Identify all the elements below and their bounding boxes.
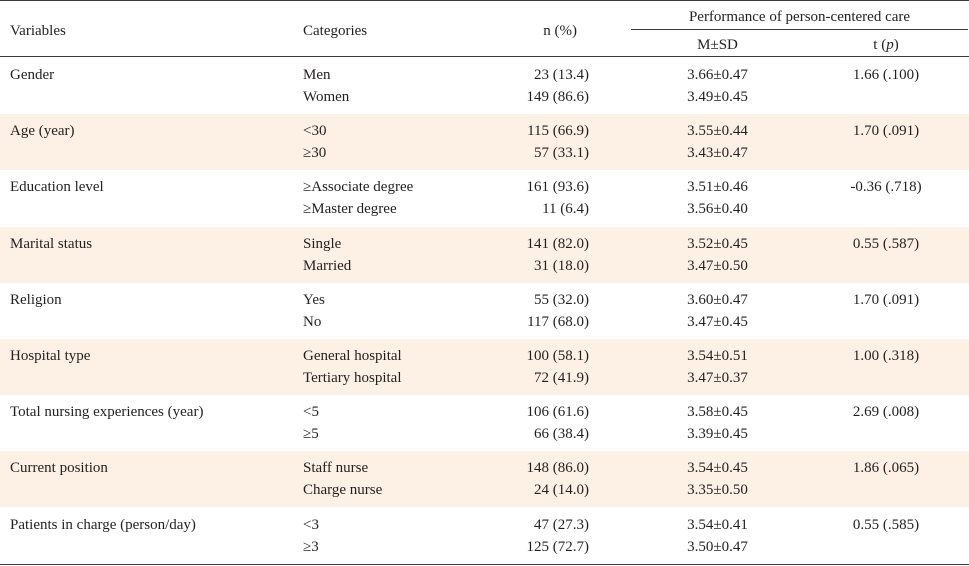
t-p-cell: 0.55 (.587) — [852, 236, 920, 252]
t-p-cell: -0.36 (.718) — [850, 179, 922, 195]
t-p-cell: 2.69 (.008) — [852, 404, 920, 420]
variable-cell: Total nursing experiences (year) — [10, 404, 204, 420]
n-percent-cell: 72 (41.9) — [534, 370, 589, 386]
category-cell: ≥30 — [303, 145, 327, 161]
category-cell: General hospital — [303, 348, 402, 364]
table-row-group: Patients in charge (person/day) <3 47 (27.… — [0, 508, 969, 564]
category-cell: Women — [303, 89, 350, 105]
category-cell: ≥5 — [303, 426, 319, 442]
mean-sd-cell: 3.52±0.45 — [687, 236, 748, 252]
table-row-group: Age (year) <30 115 (66.9) 3.55±0.44 1.70 (.0… — [0, 114, 969, 170]
n-percent-cell: 100 (58.1) — [526, 348, 590, 364]
variable-cell: Age (year) — [10, 123, 75, 139]
mean-sd-cell: 3.55±0.44 — [687, 123, 748, 139]
table-row-group: Gender Men 23 (13.4) 3.66±0.47 1.66 (.100) Wo… — [0, 58, 969, 114]
mean-sd-cell: 3.50±0.47 — [687, 539, 748, 555]
category-cell: No — [303, 314, 322, 330]
mean-sd-cell: 3.54±0.45 — [687, 460, 748, 476]
table-bottom-rule — [0, 564, 969, 565]
variable-cell: Current position — [10, 460, 108, 476]
category-cell: ≥Associate degree — [303, 179, 414, 195]
n-percent-cell: 117 (68.0) — [527, 314, 589, 330]
header-variables: Variables — [10, 23, 66, 39]
table-header: Variables Categories n (%) Performance o… — [0, 0, 969, 57]
variable-cell: Education level — [10, 179, 104, 195]
table-row-group: Total nursing experiences (year) <5 106 (6… — [0, 395, 969, 451]
header-t-prefix: t ( — [873, 37, 887, 53]
table-row-group: Marital status Single 141 (82.0) 3.52±0.45 0… — [0, 227, 969, 283]
t-p-cell: 0.55 (.585) — [852, 517, 920, 533]
category-cell: Yes — [303, 292, 325, 308]
mean-sd-cell: 3.39±0.45 — [687, 426, 748, 442]
header-categories: Categories — [303, 23, 368, 39]
variable-cell: Religion — [10, 292, 62, 308]
mean-sd-cell: 3.47±0.50 — [687, 258, 748, 274]
mean-sd-cell: 3.54±0.41 — [687, 517, 748, 533]
header-t-p: t (p) — [804, 36, 968, 54]
t-p-cell: 1.70 (.091) — [852, 292, 920, 308]
header-n-percent: n (%) — [543, 23, 577, 39]
table-row-group: Religion Yes 55 (32.0) 3.60±0.47 1.70 (.091)… — [0, 283, 969, 339]
variable-cell: Hospital type — [10, 348, 91, 364]
mean-sd-cell: 3.58±0.45 — [687, 404, 748, 420]
header-msd: M±SD — [697, 37, 738, 53]
category-cell: Single — [303, 236, 342, 252]
t-p-cell: 1.86 (.065) — [852, 460, 920, 476]
t-p-cell: 1.00 (.318) — [852, 348, 920, 364]
n-percent-cell: 57 (33.1) — [534, 145, 589, 161]
n-percent-cell: 161 (93.6) — [526, 179, 590, 195]
mean-sd-cell: 3.51±0.46 — [687, 179, 748, 195]
mean-sd-cell: 3.66±0.47 — [687, 67, 748, 83]
n-percent-cell: 47 (27.3) — [534, 517, 589, 533]
n-percent-cell: 149 (86.6) — [526, 89, 590, 105]
n-percent-cell: 115 (66.9) — [527, 123, 589, 139]
mean-sd-cell: 3.43±0.47 — [687, 145, 748, 161]
n-percent-cell: 11 (6.4) — [542, 201, 589, 217]
category-cell: Married — [303, 258, 352, 274]
mean-sd-cell: 3.60±0.47 — [687, 292, 748, 308]
n-percent-cell: 125 (72.7) — [526, 539, 590, 555]
mean-sd-cell: 3.49±0.45 — [687, 89, 748, 105]
n-percent-cell: 141 (82.0) — [526, 236, 590, 252]
header-t-suffix: ) — [893, 37, 899, 53]
n-percent-cell: 148 (86.0) — [526, 460, 590, 476]
n-percent-cell: 31 (18.0) — [534, 258, 589, 274]
mean-sd-cell: 3.47±0.37 — [687, 370, 748, 386]
header-t-p-italic: p — [886, 37, 894, 53]
category-cell: <5 — [303, 404, 319, 420]
category-cell: Men — [303, 67, 331, 83]
category-cell: <30 — [303, 123, 327, 139]
variable-cell: Patients in charge (person/day) — [10, 517, 196, 533]
n-percent-cell: 23 (13.4) — [534, 67, 589, 83]
n-percent-cell: 55 (32.0) — [534, 292, 589, 308]
variable-cell: Marital status — [10, 236, 93, 252]
n-percent-cell: 66 (38.4) — [534, 426, 589, 442]
mean-sd-cell: 3.56±0.40 — [687, 201, 748, 217]
category-cell: <3 — [303, 517, 319, 533]
table-row-group: Hospital type General hospital 100 (58.1) 3… — [0, 339, 969, 395]
category-cell: Tertiary hospital — [303, 370, 402, 386]
mean-sd-cell: 3.47±0.45 — [687, 314, 748, 330]
variable-cell: Gender — [10, 67, 55, 83]
category-cell: Charge nurse — [303, 482, 383, 498]
mean-sd-cell: 3.54±0.51 — [687, 348, 748, 364]
header-performance: Performance of person-centered care — [688, 9, 911, 25]
mean-sd-cell: 3.35±0.50 — [687, 482, 748, 498]
n-percent-cell: 106 (61.6) — [526, 404, 590, 420]
category-cell: Staff nurse — [303, 460, 369, 476]
n-percent-cell: 24 (14.0) — [534, 482, 589, 498]
table-row-group: Education level ≥Associate degree 161 (93.… — [0, 170, 969, 226]
category-cell: ≥3 — [303, 539, 319, 555]
table-row-group: Current position Staff nurse 148 (86.0) 3.5… — [0, 451, 969, 507]
category-cell: ≥Master degree — [303, 201, 397, 217]
header-subdivider — [631, 29, 968, 30]
t-p-cell: 1.66 (.100) — [852, 67, 920, 83]
t-p-cell: 1.70 (.091) — [852, 123, 920, 139]
